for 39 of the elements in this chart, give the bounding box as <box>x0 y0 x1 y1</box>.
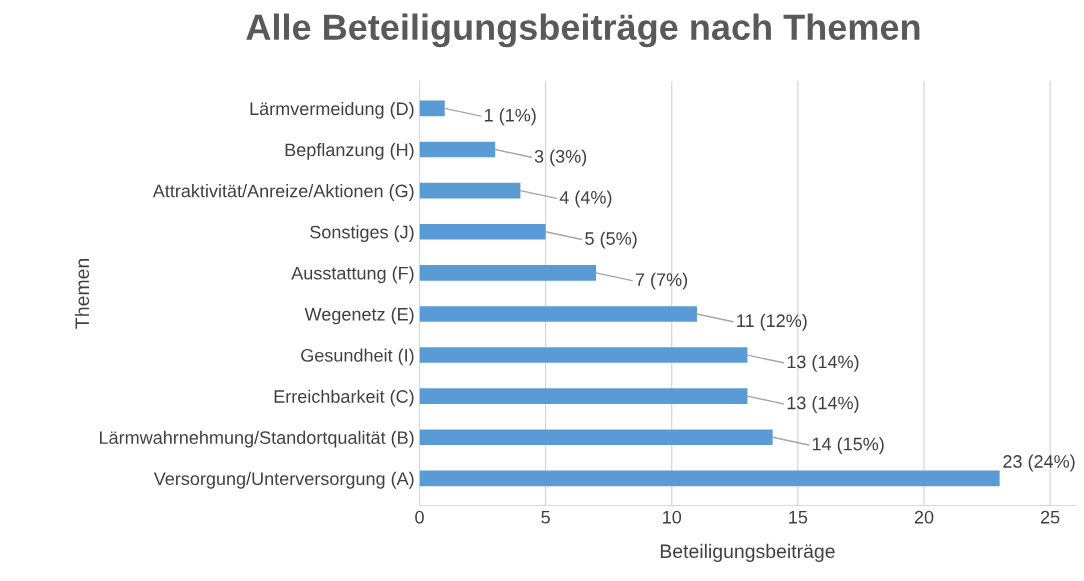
y-tick-label: Ausstattung (F) <box>291 266 414 284</box>
bar <box>419 347 748 363</box>
bar <box>419 470 1000 487</box>
bar <box>419 306 697 322</box>
y-tick-label: Attraktivität/Anreize/Aktionen (G) <box>152 184 414 201</box>
x-tick-label: 0 <box>415 510 424 524</box>
bar <box>419 223 546 240</box>
y-tick-label: Lärmwahrnehmung/Standortqualität (B) <box>100 430 414 448</box>
x-tick-label: 15 <box>789 510 808 524</box>
data-label: 4 (4%) <box>559 190 612 208</box>
bar <box>419 388 748 404</box>
x-tick-label: 20 <box>914 510 934 524</box>
y-tick-label: Sonstiges (J) <box>310 225 414 243</box>
x-axis-title: Beteiligungsbeiträge <box>660 543 835 562</box>
y-tick-label: Lärmvermeidung (D) <box>250 101 414 119</box>
bar <box>419 182 521 199</box>
y-tick-label: Gesundheit (I) <box>301 348 414 366</box>
chart-title: Alle Beteiligungsbeiträge nach Themen <box>246 13 920 48</box>
y-tick-label: Wegenetz (E) <box>304 307 414 325</box>
data-label: 14 (15%) <box>812 437 884 455</box>
y-axis-title: Themen <box>74 259 90 329</box>
bar <box>419 429 773 446</box>
y-tick-label: Erreichbarkeit (C) <box>274 389 414 407</box>
y-tick-label: Bepflanzung (H) <box>285 142 414 160</box>
x-tick-label: 10 <box>663 510 682 524</box>
x-tick-label: 5 <box>541 510 550 524</box>
bar <box>419 100 445 117</box>
data-label: 13 (14%) <box>787 354 859 372</box>
data-label: 11 (12%) <box>737 313 807 331</box>
y-tick-label: Versorgung/Unterversorgung (A) <box>153 471 414 489</box>
data-label: 5 (5%) <box>585 231 637 249</box>
data-label: 23 (24%) <box>1003 454 1075 472</box>
data-label: 7 (7%) <box>635 272 688 290</box>
bar <box>419 265 597 281</box>
bar <box>419 141 496 158</box>
data-label: 13 (14%) <box>787 396 859 413</box>
x-tick-label: 25 <box>1040 510 1060 524</box>
data-label: 1 (1%) <box>485 108 536 126</box>
data-label: 3 (3%) <box>534 149 587 167</box>
